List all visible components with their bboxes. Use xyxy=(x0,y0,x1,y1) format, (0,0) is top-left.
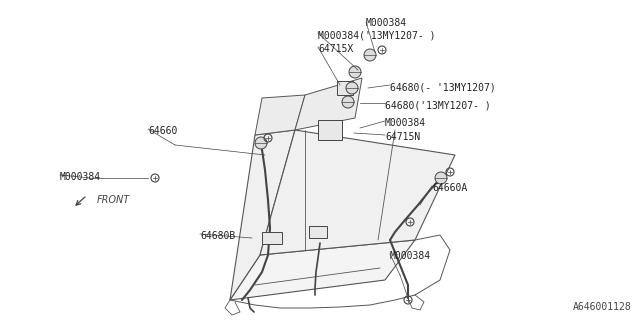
Bar xyxy=(262,232,282,244)
Polygon shape xyxy=(260,130,455,255)
Text: 64680B: 64680B xyxy=(200,231,236,241)
Circle shape xyxy=(435,172,447,184)
Bar xyxy=(318,120,342,140)
Bar xyxy=(337,81,353,95)
Text: M000384: M000384 xyxy=(385,118,426,128)
Text: M000384: M000384 xyxy=(366,18,407,28)
Polygon shape xyxy=(255,95,305,135)
Text: 64715X: 64715X xyxy=(318,44,353,54)
Text: 64660: 64660 xyxy=(148,126,177,136)
Text: M000384('13MY1207- ): M000384('13MY1207- ) xyxy=(318,30,435,40)
Polygon shape xyxy=(295,78,362,130)
Bar xyxy=(309,226,327,238)
Circle shape xyxy=(255,137,267,149)
Circle shape xyxy=(342,96,354,108)
Circle shape xyxy=(349,66,361,78)
Text: 64660A: 64660A xyxy=(432,183,467,193)
Text: M000384: M000384 xyxy=(390,251,431,261)
Text: 64715N: 64715N xyxy=(385,132,420,142)
Text: 64680(- '13MY1207): 64680(- '13MY1207) xyxy=(390,82,496,92)
Circle shape xyxy=(364,49,376,61)
Circle shape xyxy=(346,82,358,94)
Text: FRONT: FRONT xyxy=(97,195,131,205)
Text: A646001128: A646001128 xyxy=(573,302,632,312)
Polygon shape xyxy=(230,130,295,300)
Polygon shape xyxy=(230,240,415,300)
Text: 64680('13MY1207- ): 64680('13MY1207- ) xyxy=(385,100,491,110)
Text: M000384: M000384 xyxy=(60,172,101,182)
